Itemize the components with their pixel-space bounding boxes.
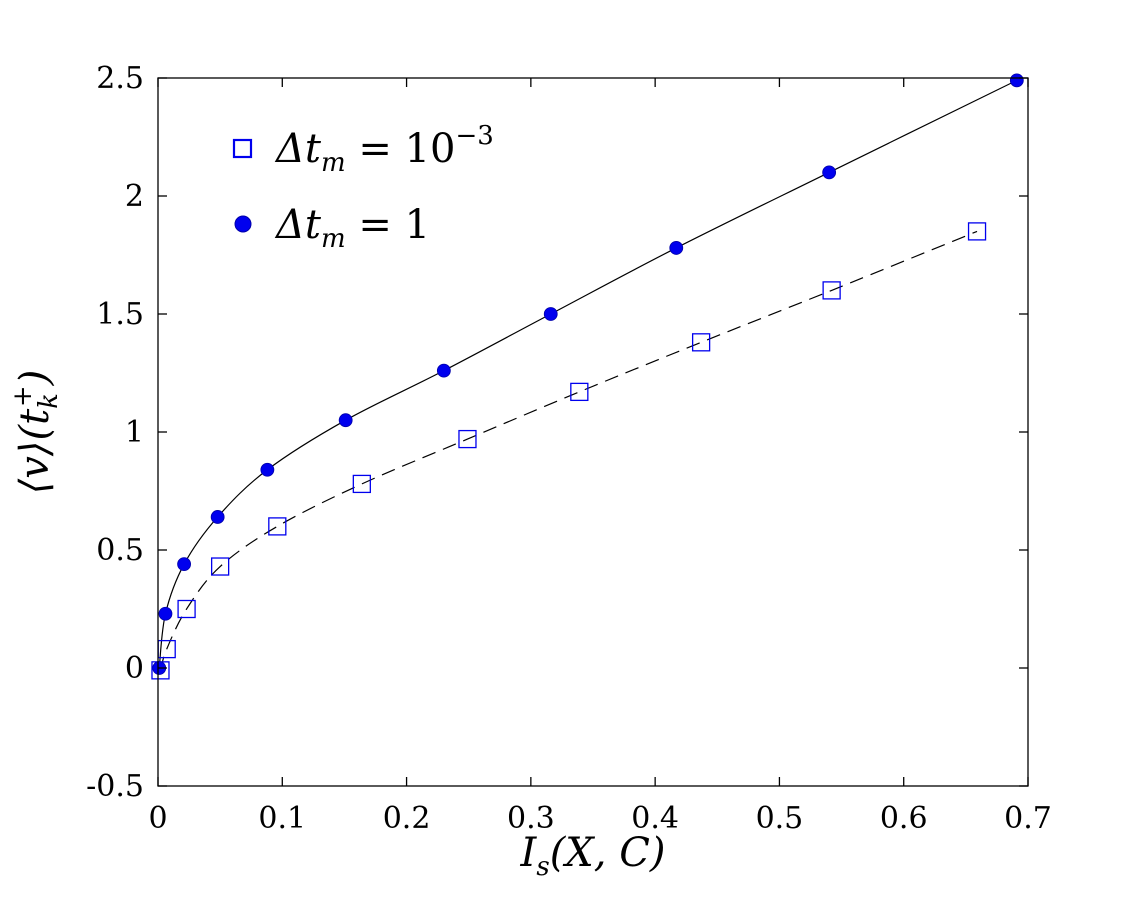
series-1-point — [458, 429, 477, 449]
y-axis-ticks: -0.5 0 0.5 1 1.5 2 2.5 — [86, 61, 1028, 804]
series-2-point — [436, 363, 451, 378]
series-2-point — [210, 510, 225, 524]
series-2-point — [543, 307, 558, 321]
legend-entry-2: Δtm = 1 — [274, 202, 430, 254]
series-2-point — [669, 241, 684, 255]
legend-entry-2-main: Δt — [274, 202, 322, 248]
data-markers — [151, 73, 1024, 680]
series-1-point — [691, 333, 711, 352]
y-tick-label: 2 — [125, 179, 144, 214]
series-2-point — [338, 413, 353, 428]
x-tick-label: 0.3 — [507, 801, 555, 836]
x-tick-label: 0.7 — [1004, 801, 1052, 836]
legend-entry-1: Δtm = 10−3 — [274, 121, 494, 178]
series-2-point — [158, 606, 173, 621]
series-2-point — [260, 462, 275, 477]
x-axis-label-main: I — [520, 830, 538, 876]
y-axis-label-main: ⟨v⟩(t — [12, 408, 58, 494]
legend-entry-1-sup: −3 — [455, 121, 493, 151]
y-axis-label: ⟨v⟩(tk+) — [8, 370, 64, 495]
x-axis-ticks: 0 0.1 0.2 0.3 0.4 0.5 0.6 0.7 — [148, 78, 1052, 836]
legend-entry-2-eq: = 1 — [346, 202, 430, 248]
x-tick-label: 0.1 — [258, 801, 306, 836]
x-axis-label: Is(X, C) — [520, 830, 666, 882]
legend-entry-1-eq: = 10 — [346, 126, 456, 172]
legend-entry-1-sub: m — [321, 148, 346, 178]
x-tick-label: 0.4 — [631, 801, 679, 836]
series-1-point — [570, 382, 589, 402]
y-tick-label: 2.5 — [96, 61, 144, 96]
x-tick-label: 0.2 — [383, 801, 431, 836]
series-2-point — [1009, 73, 1024, 88]
y-axis-label-close: ) — [12, 370, 58, 387]
y-tick-label: 0 — [125, 651, 144, 686]
series-1-point — [177, 599, 196, 619]
legend: Δtm = 10−3 Δtm = 1 — [232, 121, 494, 254]
series-2-point — [177, 557, 192, 572]
x-tick-label: 0.5 — [756, 801, 804, 836]
series-1-fit-line — [159, 230, 978, 671]
legend-marker-circle — [234, 215, 252, 233]
x-tick-label: 0.6 — [880, 801, 928, 836]
y-tick-label: 1.5 — [96, 297, 144, 332]
series-1-point — [352, 474, 371, 494]
y-axis-label-sub: k — [34, 393, 64, 409]
legend-marker-square — [232, 138, 253, 159]
series-2-point — [822, 165, 837, 180]
y-tick-label: 1 — [125, 415, 144, 450]
legend-entry-2-sub: m — [321, 224, 346, 254]
y-tick-label: 0.5 — [96, 533, 144, 568]
y-axis-label-sup: + — [8, 385, 38, 407]
series-1-point — [268, 517, 287, 536]
series-1-point — [967, 222, 987, 241]
plot-area — [158, 78, 1028, 786]
series-1-point — [210, 557, 230, 576]
x-axis-label-rest: (X, C) — [550, 830, 666, 876]
y-tick-label: -0.5 — [86, 769, 144, 804]
series-1-point — [822, 281, 841, 300]
x-tick-label: 0 — [148, 801, 167, 836]
x-axis-label-sub: s — [536, 852, 549, 882]
legend-entry-1-main: Δt — [274, 126, 322, 172]
